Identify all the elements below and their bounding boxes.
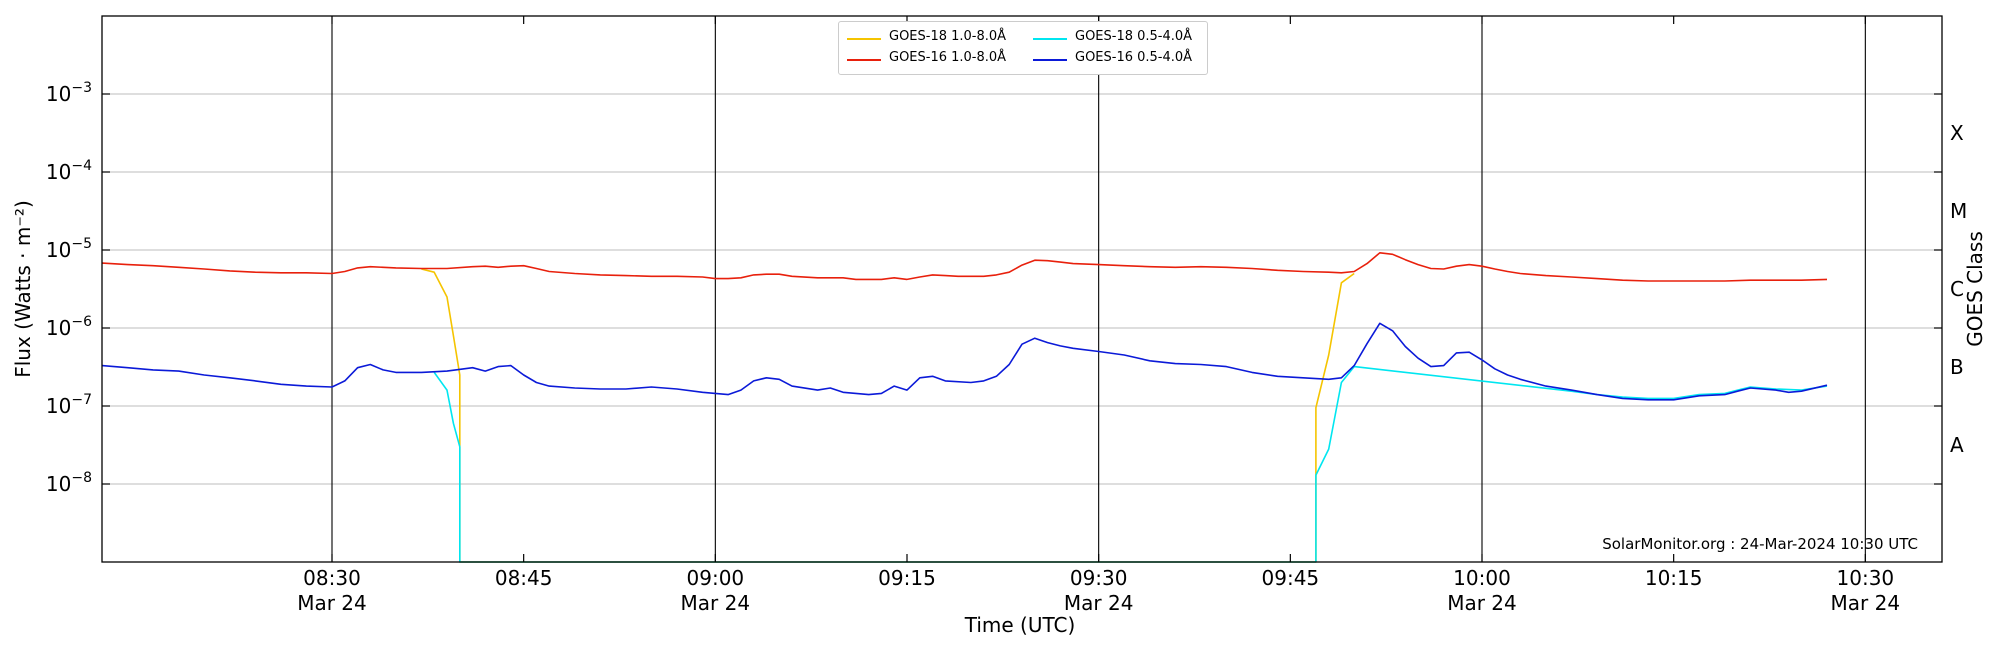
- goes-class-labels: X M C B A: [1950, 121, 1967, 457]
- series-line-1: [101, 252, 1828, 282]
- legend-label-goes18-short: GOES-18 0.5-4.0Å: [1075, 29, 1193, 44]
- plot-frame: [101, 15, 1943, 563]
- legend-swatch-goes16-short: [1033, 59, 1067, 61]
- legend-label-goes18-long: GOES-18 1.0-8.0Å: [889, 29, 1007, 44]
- y-tick-label: 10−7: [46, 392, 92, 418]
- day-marker-lines: [331, 16, 1866, 562]
- y-axis-label: Flux (Watts · m⁻²): [11, 200, 35, 378]
- series-line-3: [101, 322, 1828, 401]
- y-tick-label: 10−5: [46, 236, 92, 262]
- legend-label-goes16-short: GOES-16 0.5-4.0Å: [1075, 50, 1193, 65]
- x-tick-time-label: 09:30: [1070, 566, 1128, 590]
- goes-class-label: X: [1950, 121, 1964, 145]
- y-tick-label: 10−3: [46, 80, 92, 106]
- legend-swatch-goes18-long: [847, 38, 881, 40]
- goes-class-label: B: [1950, 355, 1964, 379]
- grid-lines: [102, 93, 1942, 485]
- goes-class-label: A: [1950, 433, 1964, 457]
- x-tick-date-label: Mar 24: [1447, 591, 1517, 615]
- x-tick-time-label: 08:45: [495, 566, 553, 590]
- y-tick-label: 10−4: [46, 158, 92, 184]
- x-tick-date-label: Mar 24: [681, 591, 751, 615]
- x-tick-time-label: 09:15: [878, 566, 936, 590]
- x-tick-date-label: Mar 24: [1831, 591, 1901, 615]
- x-tick-date-label: Mar 24: [1064, 591, 1134, 615]
- goes-class-label: M: [1950, 199, 1967, 223]
- goes-class-label: C: [1950, 277, 1964, 301]
- goes-class-axis-label: GOES Class: [1963, 231, 1987, 347]
- x-tick-time-label: 10:30: [1837, 566, 1895, 590]
- x-tick-time-label: 10:15: [1645, 566, 1703, 590]
- y-tick-label: 10−8: [46, 470, 92, 496]
- legend: GOES-18 1.0-8.0Å GOES-16 1.0-8.0Å GOES-1…: [838, 21, 1208, 75]
- x-tick-time-label: 08:30: [303, 566, 361, 590]
- watermark-text: SolarMonitor.org : 24-Mar-2024 10:30 UTC: [1602, 535, 1918, 553]
- x-tick-time-label: 09:00: [687, 566, 745, 590]
- legend-swatch-goes16-long: [847, 59, 881, 61]
- x-axis-label: Time (UTC): [964, 613, 1076, 637]
- y-tick-label: 10−6: [46, 314, 92, 340]
- x-tick-time-label: 10:00: [1453, 566, 1511, 590]
- x-tick-date-label: Mar 24: [297, 591, 367, 615]
- legend-swatch-goes18-short: [1033, 38, 1067, 40]
- legend-label-goes16-long: GOES-16 1.0-8.0Å: [889, 50, 1007, 65]
- y-axis-ticks: 10−3 10−4 10−5 10−6 10−7 10−8: [46, 80, 1942, 496]
- x-tick-time-label: 09:45: [1262, 566, 1320, 590]
